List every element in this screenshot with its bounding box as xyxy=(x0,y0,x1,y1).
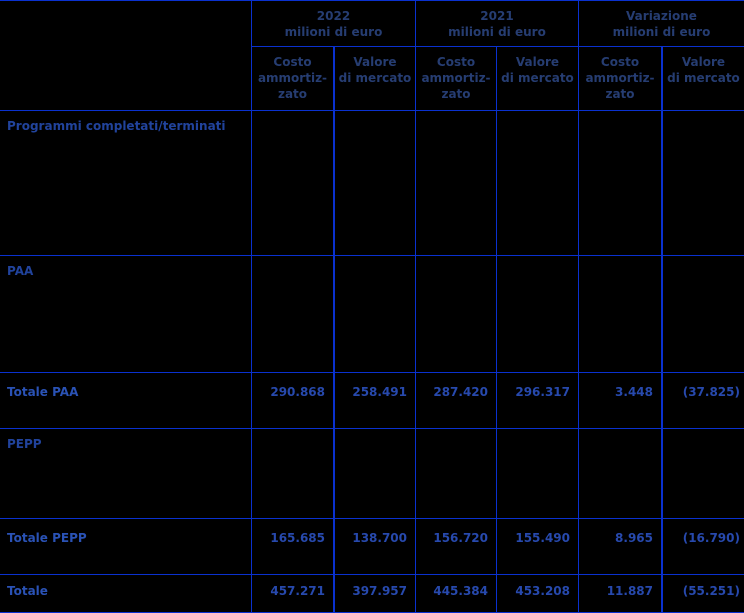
table-row-totale-paa: Totale PAA 290.868 258.491 287.420 296.3… xyxy=(0,372,744,428)
cell-2021-valore xyxy=(496,429,578,518)
cell-2022-costo: 457.271 xyxy=(251,575,333,612)
cell-var-valore: (55.251) xyxy=(661,575,744,612)
row-label-totale-paa: Totale PAA xyxy=(7,385,79,399)
header-corner-cell-2 xyxy=(0,47,251,110)
cell-var-valore: (16.790) xyxy=(661,519,744,574)
group-unit-variazione: milioni di euro xyxy=(612,25,711,39)
group-title-2021: 2021 xyxy=(480,9,514,23)
cell-var-costo xyxy=(578,256,661,372)
table-row-programmi-completati: Programmi completati/terminati xyxy=(0,111,744,255)
subheader-2022-costo: Costo ammortiz- zato xyxy=(251,47,333,110)
header-group-row: 2022 milioni di euro 2021 milioni di eur… xyxy=(0,1,744,47)
cell-var-costo: 3.448 xyxy=(578,373,661,428)
group-unit-2022: milioni di euro xyxy=(284,25,383,39)
group-title-variazione: Variazione xyxy=(626,9,697,23)
cell-2022-valore: 138.700 xyxy=(333,519,415,574)
cell-2022-valore xyxy=(333,256,415,372)
cell-2022-valore: 258.491 xyxy=(333,373,415,428)
row-label-pepp: PEPP xyxy=(7,437,42,451)
cell-2022-costo: 290.868 xyxy=(251,373,333,428)
cell-var-valore xyxy=(661,256,744,372)
cell-2021-valore: 155.490 xyxy=(496,519,578,574)
cell-var-costo xyxy=(578,429,661,518)
cell-2022-valore: 397.957 xyxy=(333,575,415,612)
group-title-2022: 2022 xyxy=(316,9,351,23)
cell-2022-valore xyxy=(333,111,415,255)
row-label-totale: Totale xyxy=(7,584,48,598)
group-unit-2021: milioni di euro xyxy=(448,25,546,39)
cell-2022-costo xyxy=(251,111,333,255)
table-row-paa: PAA xyxy=(0,255,744,372)
header-sub-row: Costo ammortiz- zato Valore di mercato C… xyxy=(0,47,744,111)
cell-var-costo: 8.965 xyxy=(578,519,661,574)
column-group-2022: 2022 milioni di euro xyxy=(251,1,415,47)
subheader-var-valore: Valore di mercato xyxy=(661,47,744,110)
cell-2021-costo xyxy=(415,429,496,518)
cell-2022-costo: 165.685 xyxy=(251,519,333,574)
cell-2021-costo: 156.720 xyxy=(415,519,496,574)
row-label-totale-pepp: Totale PEPP xyxy=(7,531,87,545)
row-label-paa: PAA xyxy=(7,264,34,278)
cell-2022-costo xyxy=(251,429,333,518)
column-group-variazione: Variazione milioni di euro xyxy=(578,1,744,47)
table-row-totale-pepp: Totale PEPP 165.685 138.700 156.720 155.… xyxy=(0,518,744,574)
cell-2021-valore: 453.208 xyxy=(496,575,578,612)
table-row-pepp: PEPP xyxy=(0,428,744,518)
subheader-2021-costo: Costo ammortiz- zato xyxy=(415,47,496,110)
cell-2022-valore xyxy=(333,429,415,518)
cell-2021-costo: 287.420 xyxy=(415,373,496,428)
cell-2021-valore xyxy=(496,256,578,372)
subheader-2021-valore: Valore di mercato xyxy=(496,47,578,110)
cell-2021-valore: 296.317 xyxy=(496,373,578,428)
cell-var-valore xyxy=(661,429,744,518)
row-label-programmi-completati: Programmi completati/terminati xyxy=(7,119,226,133)
cell-var-valore: (37.825) xyxy=(661,373,744,428)
cell-2021-costo: 445.384 xyxy=(415,575,496,612)
cell-2021-costo xyxy=(415,111,496,255)
table-row-totale: Totale 457.271 397.957 445.384 453.208 1… xyxy=(0,574,744,612)
subheader-var-costo: Costo ammortiz- zato xyxy=(578,47,661,110)
cell-var-valore xyxy=(661,111,744,255)
header-corner-cell xyxy=(0,1,251,47)
cell-2022-costo xyxy=(251,256,333,372)
cell-2021-valore xyxy=(496,111,578,255)
column-group-2021: 2021 milioni di euro xyxy=(415,1,578,47)
cell-var-costo xyxy=(578,111,661,255)
cell-var-costo: 11.887 xyxy=(578,575,661,612)
cell-2021-costo xyxy=(415,256,496,372)
subheader-2022-valore: Valore di mercato xyxy=(333,47,415,110)
